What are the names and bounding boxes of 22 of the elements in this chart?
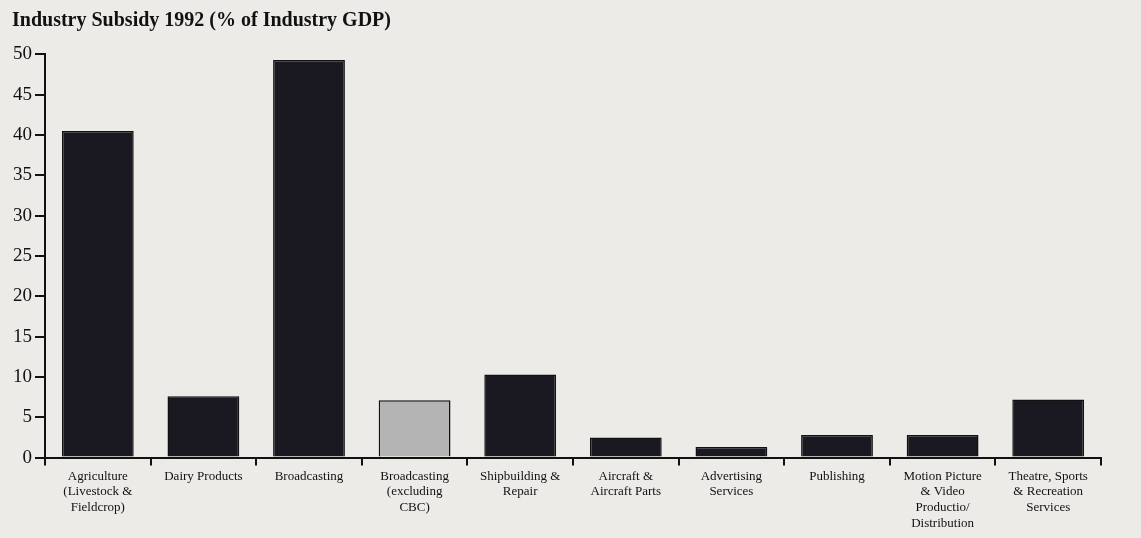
chart-title: Industry Subsidy 1992 (% of Industry GDP) bbox=[12, 8, 391, 31]
y-tick-label: 20 bbox=[13, 284, 32, 306]
x-tick-label: Theatre, Sports & Recreation Services bbox=[1008, 467, 1088, 515]
x-tick-label: Shipbuilding & Repair bbox=[479, 467, 561, 499]
y-tick-label: 25 bbox=[13, 243, 32, 265]
y-tick-label: 15 bbox=[13, 324, 32, 346]
y-tick-label: 45 bbox=[13, 82, 32, 104]
x-tick-label: Publishing bbox=[809, 467, 866, 483]
y-tick-label: 0 bbox=[22, 445, 32, 467]
y-tick-label: 5 bbox=[22, 405, 32, 427]
x-tick-label: Broadcasting (excluding CBC) bbox=[380, 467, 450, 515]
x-tick-label: Agriculture (Livestock & Fieldcrop) bbox=[63, 467, 133, 515]
x-tick-label: Dairy Products bbox=[164, 467, 243, 483]
x-tick-label: Aircraft & Aircraft Parts bbox=[590, 467, 661, 499]
x-tick-label: Broadcasting bbox=[274, 467, 344, 483]
y-tick-label: 50 bbox=[13, 42, 32, 64]
y-tick-label: 10 bbox=[13, 364, 32, 386]
y-tick-label: 35 bbox=[13, 163, 32, 185]
y-tick-label: 30 bbox=[13, 203, 32, 225]
x-tick-label: Motion Picture & Video Productio/ Distribution bbox=[903, 467, 983, 530]
y-tick-label: 40 bbox=[13, 123, 32, 145]
x-tick-label: Advertising Services bbox=[700, 467, 763, 499]
